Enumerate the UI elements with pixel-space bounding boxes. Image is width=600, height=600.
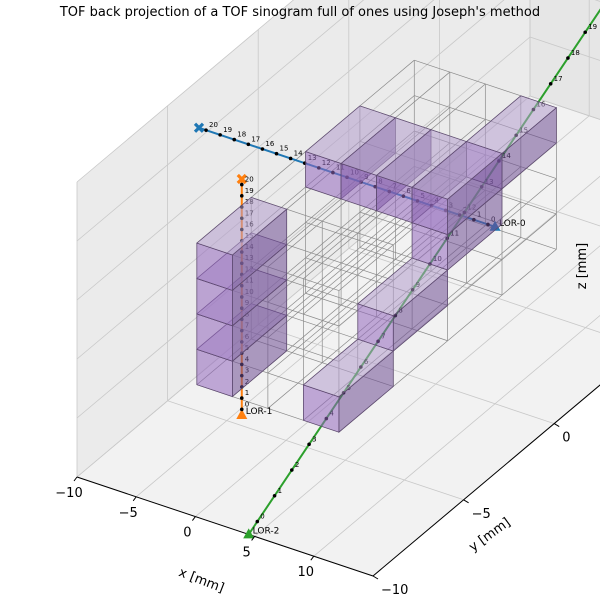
y-tick-label: 0 <box>562 431 570 446</box>
tof-bin-point <box>218 133 222 137</box>
voxel-layer <box>196 95 558 433</box>
grid-line <box>529 95 600 120</box>
voxel <box>357 257 449 352</box>
tof-bin-point <box>239 182 244 187</box>
x-tick-mark <box>132 496 137 502</box>
tof-bin-point <box>566 56 570 60</box>
voxel <box>302 338 395 433</box>
grid-line <box>167 400 464 501</box>
voxel-face-top <box>196 197 288 256</box>
voxel <box>411 141 503 236</box>
grid-line <box>529 36 600 61</box>
x-axis-line <box>76 476 374 577</box>
tof-bin-point <box>272 493 277 498</box>
tof-bin-label: 18 <box>571 49 580 57</box>
lor-end-marker-stroke <box>193 122 205 133</box>
tof-bin-point <box>239 407 244 412</box>
y-tick-mark <box>463 499 469 504</box>
tof-bin-label: 19 <box>245 187 254 195</box>
left-pane <box>77 0 530 477</box>
tof-bin-label: 20 <box>245 176 254 184</box>
grid-line <box>254 245 600 537</box>
grid-line <box>76 0 505 360</box>
x-tick-mark <box>73 476 78 482</box>
grid-line <box>76 0 435 301</box>
x-tick-label: −10 <box>55 486 82 501</box>
tof-bin-label: 2 <box>295 461 299 469</box>
z-axis-label: z [mm] <box>575 243 590 289</box>
voxel-face-top <box>302 338 395 398</box>
y-tick-mark <box>372 575 379 580</box>
voxel-face-top <box>357 257 449 317</box>
tof-bin-point <box>307 442 311 447</box>
x-tick-label: 5 <box>242 545 250 560</box>
axis-panes <box>77 0 600 576</box>
tof-bin-label: 16 <box>265 140 274 148</box>
tof-bin-point <box>548 81 553 86</box>
tof-bin-label: 15 <box>280 145 289 153</box>
tof-bin-point <box>239 194 244 198</box>
grid-line <box>313 314 600 557</box>
y-tick-label: −5 <box>472 507 491 522</box>
x-tick-mark <box>310 555 315 561</box>
lor-start-marker <box>243 528 255 539</box>
lor-end-marker-stroke <box>236 173 247 185</box>
y-tick-label: −10 <box>381 583 408 598</box>
lor-end-marker <box>193 122 205 133</box>
tof-bin-point <box>290 468 294 472</box>
tof-bin-label: 1 <box>278 487 282 495</box>
x-tick-mark <box>191 516 196 521</box>
grid-line <box>76 0 365 242</box>
tof-bin-point <box>204 128 208 132</box>
tof-bin-point <box>239 396 244 400</box>
tof-bin-label: 18 <box>237 131 246 139</box>
y-tick-mark <box>553 423 560 428</box>
x-tick-label: 0 <box>183 526 191 541</box>
x-tick-label: −5 <box>119 506 138 521</box>
voxel-face-top <box>411 141 503 200</box>
x-axis-label: x [mm] <box>176 565 226 596</box>
grid-line <box>258 324 555 424</box>
lor-end-marker <box>236 173 247 185</box>
tof-bin-point <box>246 142 251 147</box>
tof-bin-point <box>583 30 587 35</box>
tof-bin-label: 3 <box>312 435 316 443</box>
tof-bin-label: 0 <box>245 400 249 408</box>
lor-label: LOR-0 <box>499 219 526 229</box>
tof-bin-label: 17 <box>554 75 563 83</box>
tof-bin-label: 20 <box>209 121 218 129</box>
chart-title: TOF back projection of a TOF sinogram fu… <box>59 5 540 20</box>
tof-bin-label: 19 <box>223 126 232 134</box>
grid-line <box>348 248 600 333</box>
tof-bin-label: 1 <box>245 389 249 397</box>
grid-line <box>76 36 531 419</box>
x-tick-mark <box>251 536 256 541</box>
tof-bin-label: 0 <box>260 513 264 521</box>
tof-bin-point <box>274 151 279 156</box>
voxel <box>196 197 288 292</box>
lor-label: LOR-1 <box>246 407 273 417</box>
tof-bin-label: 14 <box>294 149 303 157</box>
grid-line <box>76 0 295 183</box>
tof-bin-label: 19 <box>588 23 597 31</box>
tof-bin-point <box>232 137 237 142</box>
tof-bin-point <box>288 156 293 161</box>
tof-bin-point <box>260 147 265 151</box>
lor-start-marker <box>236 409 248 419</box>
lor-label: LOR-2 <box>253 526 280 536</box>
tof-bin-point <box>255 519 260 524</box>
tof-bin-label: 17 <box>251 135 260 143</box>
x-tick-label: 10 <box>298 565 315 580</box>
